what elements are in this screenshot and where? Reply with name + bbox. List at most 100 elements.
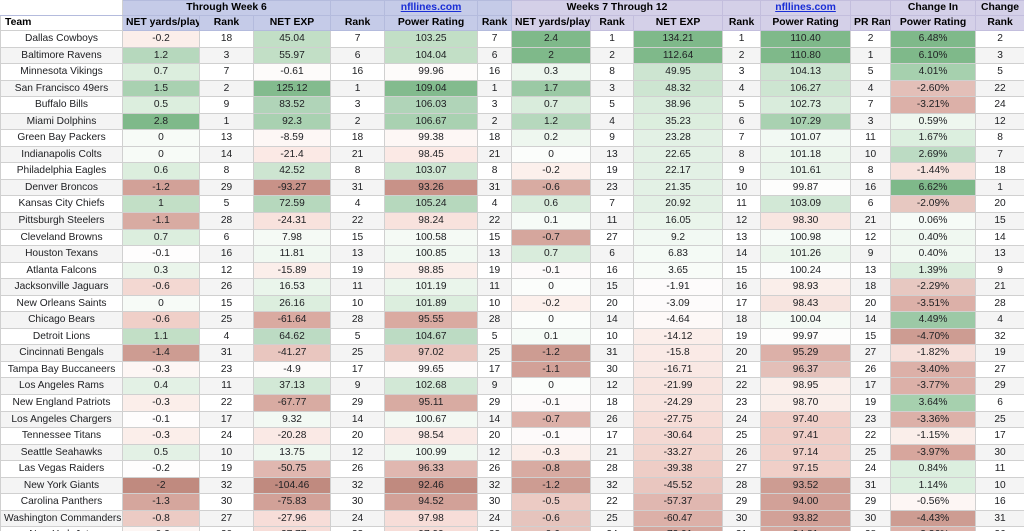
cell-value-a-net-yards-play[interactable]: 0.6 [122,162,200,180]
cell-value-b-rank-2[interactable]: 10 [722,178,762,197]
cell-value-a-rank-3[interactable]: 2 [477,112,513,131]
cell-value-a-power-rating[interactable]: 105.24 [384,195,479,214]
cell-value-a-power-rating[interactable]: 100.99 [384,443,479,462]
cell-value-b-rank-1[interactable]: 7 [590,195,635,214]
cell-value-a-net-exp[interactable]: 7.98 [252,228,332,247]
cell-value-b-net-exp[interactable]: -33.27 [633,443,724,462]
cell-value-b-pr-rank[interactable]: 31 [850,476,892,495]
cell-value-b-rank-2[interactable]: 24 [722,410,762,429]
cell-value-a-rank-3[interactable]: 12 [477,443,513,462]
cell-value-change-rank[interactable]: 6 [975,394,1024,412]
cell-value-b-net-yards-play[interactable]: -0.1 [511,394,592,412]
cell-value-b-rank-1[interactable]: 9 [590,129,635,147]
cell-value-b-net-yards-play[interactable]: 0.7 [511,245,592,263]
cell-value-b-rank-2[interactable]: 28 [722,476,762,495]
cell-value-b-power-rating[interactable]: 104.13 [760,63,852,81]
cell-value-b-power-rating[interactable]: 96.37 [760,360,852,379]
cell-value-change-rank[interactable]: 12 [975,112,1024,131]
cell-value-a-power-rating[interactable]: 104.04 [384,46,479,65]
cell-value-b-rank-1[interactable]: 18 [590,394,635,412]
cell-value-b-net-exp[interactable]: -30.64 [633,427,724,445]
cell-value-b-power-rating[interactable]: 93.82 [760,509,852,528]
cell-value-a-rank-3[interactable]: 28 [477,311,513,329]
cell-value-a-net-exp[interactable]: 64.62 [252,327,332,346]
cell-value-b-power-rating[interactable]: 94.00 [760,493,852,511]
cell-value-b-power-rating[interactable]: 106.27 [760,79,852,98]
cell-team-name[interactable]: Pittsburgh Steelers [0,212,123,230]
cell-team-name[interactable]: Seattle Seahawks [0,443,123,462]
cell-value-b-rank-1[interactable]: 26 [590,410,635,429]
cell-value-b-rank-2[interactable]: 5 [722,96,762,114]
cell-value-a-power-rating[interactable]: 98.45 [384,145,479,164]
cell-value-a-net-yards-play[interactable]: -0.1 [122,410,200,429]
cell-value-a-rank-3[interactable]: 13 [477,245,513,263]
cell-value-change-rank[interactable]: 16 [975,493,1024,511]
cell-team-name[interactable]: Cincinnati Bengals [0,344,123,362]
cell-value-b-power-rating[interactable]: 107.29 [760,112,852,131]
cell-value-change-rank[interactable]: 31 [975,509,1024,528]
cell-value-a-rank-1[interactable]: 26 [199,278,254,296]
col-change-rank[interactable]: Rank [975,14,1024,31]
cell-value-b-rank-2[interactable]: 7 [722,129,762,147]
cell-value-a-rank-2[interactable]: 31 [330,178,386,197]
cell-value-a-net-exp[interactable]: -104.46 [252,476,332,495]
cell-value-change-rank[interactable]: 7 [975,145,1024,164]
cell-value-a-rank-3[interactable]: 17 [477,360,513,379]
cell-value-b-pr-rank[interactable]: 22 [850,427,892,445]
cell-value-a-rank-1[interactable]: 30 [199,493,254,511]
cell-value-a-rank-3[interactable]: 9 [477,377,513,396]
cell-value-b-pr-rank[interactable]: 26 [850,360,892,379]
cell-value-a-rank-1[interactable]: 32 [199,476,254,495]
col-a-rank-3[interactable]: Rank [477,14,513,31]
col-team[interactable]: Team [0,14,123,31]
cell-value-b-rank-1[interactable]: 15 [590,278,635,296]
cell-value-a-rank-2[interactable]: 4 [330,195,386,214]
cell-value-b-rank-2[interactable]: 9 [722,162,762,180]
cell-value-a-rank-2[interactable]: 28 [330,311,386,329]
cell-value-a-net-exp[interactable]: 16.53 [252,278,332,296]
cell-value-b-net-exp[interactable]: 22.65 [633,145,724,164]
cell-team-name[interactable]: Los Angeles Chargers [0,410,123,429]
cell-value-b-pr-rank[interactable]: 24 [850,460,892,478]
cell-value-b-rank-2[interactable]: 12 [722,212,762,230]
cell-value-a-power-rating[interactable]: 92.46 [384,476,479,495]
source-link-cell-left[interactable]: nfllines.com [384,0,479,16]
cell-value-b-pr-rank[interactable]: 17 [850,377,892,396]
cell-value-a-net-exp[interactable]: 55.97 [252,46,332,65]
cell-value-a-rank-1[interactable]: 18 [199,30,254,48]
cell-value-change-power-rating[interactable]: 1.67% [890,129,977,147]
cell-value-b-rank-1[interactable]: 1 [590,30,635,48]
cell-value-b-rank-2[interactable]: 31 [722,526,762,531]
cell-value-a-net-exp[interactable]: -20.28 [252,427,332,445]
cell-team-name[interactable]: Minnesota Vikings [0,63,123,81]
cell-value-b-pr-rank[interactable]: 16 [850,178,892,197]
cell-value-a-power-rating[interactable]: 97.02 [384,344,479,362]
cell-value-b-power-rating[interactable]: 101.07 [760,129,852,147]
cell-value-b-power-rating[interactable]: 99.87 [760,178,852,197]
cell-value-b-pr-rank[interactable]: 9 [850,245,892,263]
cell-value-a-rank-1[interactable]: 13 [199,129,254,147]
cell-value-a-power-rating[interactable]: 96.33 [384,460,479,478]
cell-value-b-pr-rank[interactable]: 29 [850,493,892,511]
cell-value-change-power-rating[interactable]: -3.51% [890,294,977,313]
cell-value-b-power-rating[interactable]: 98.70 [760,394,852,412]
cell-value-change-power-rating[interactable]: 0.84% [890,460,977,478]
cell-team-name[interactable]: Denver Broncos [0,178,123,197]
cell-value-b-rank-1[interactable]: 6 [590,245,635,263]
cell-value-change-power-rating[interactable]: -3.36% [890,410,977,429]
cell-value-b-net-yards-play[interactable]: 1.2 [511,112,592,131]
cell-value-b-rank-1[interactable]: 21 [590,443,635,462]
cell-value-a-net-yards-play[interactable]: -1.1 [122,212,200,230]
cell-value-b-net-exp[interactable]: -45.52 [633,476,724,495]
cell-value-a-rank-2[interactable]: 29 [330,394,386,412]
cell-value-b-rank-1[interactable]: 20 [590,294,635,313]
cell-value-b-net-exp[interactable]: -21.99 [633,377,724,396]
cell-value-a-net-yards-play[interactable]: 0 [122,129,200,147]
cell-value-a-net-exp[interactable]: -27.96 [252,509,332,528]
cell-value-b-rank-1[interactable]: 31 [590,344,635,362]
cell-value-b-pr-rank[interactable]: 30 [850,509,892,528]
cell-value-change-power-rating[interactable]: 0.40% [890,228,977,247]
cell-value-a-net-exp[interactable]: 83.52 [252,96,332,114]
cell-value-a-net-yards-play[interactable]: -2 [122,476,200,495]
cell-value-a-power-rating[interactable]: 104.67 [384,327,479,346]
